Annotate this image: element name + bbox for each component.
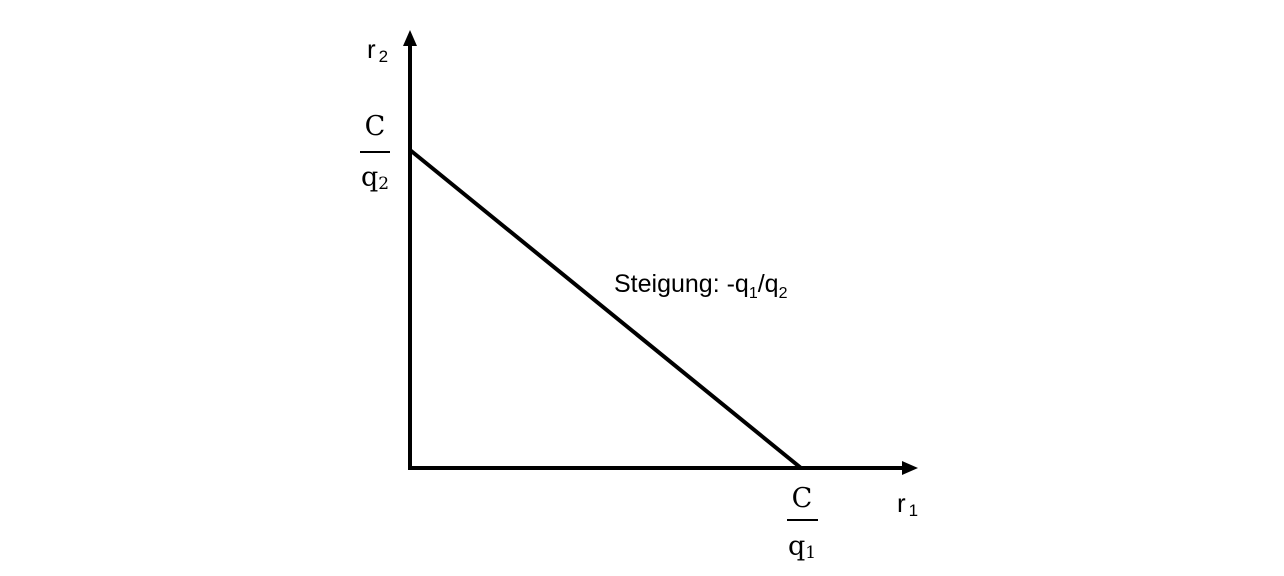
y-axis-label-base: r: [367, 34, 376, 64]
slope-label: Steigung: -q1/q2: [614, 270, 788, 302]
slope-label-mid: /q: [758, 270, 779, 298]
y-intercept-denominator: q2: [361, 162, 389, 194]
slope-label-sub2: 2: [779, 285, 788, 302]
x-intercept-denominator: q1: [788, 531, 816, 563]
x-axis-label-sub: 1: [909, 501, 918, 520]
x-intercept-denominator-base: q: [788, 531, 805, 562]
y-intercept-denominator-sub: 2: [378, 174, 389, 194]
slope-label-sub1: 1: [749, 285, 758, 302]
y-axis-arrowhead: [403, 30, 417, 46]
x-axis-arrowhead: [902, 461, 918, 475]
slope-label-prefix: Steigung: -q: [614, 270, 749, 298]
x-intercept-numerator: C: [792, 483, 813, 514]
budget-line: [408, 148, 803, 470]
y-intercept-denominator-base: q: [361, 162, 378, 193]
x-axis-label-base: r: [897, 488, 906, 518]
y-intercept-numerator: C: [365, 111, 386, 142]
x-intercept-denominator-sub: 1: [805, 543, 816, 563]
y-axis-label-sub: 2: [379, 47, 388, 66]
